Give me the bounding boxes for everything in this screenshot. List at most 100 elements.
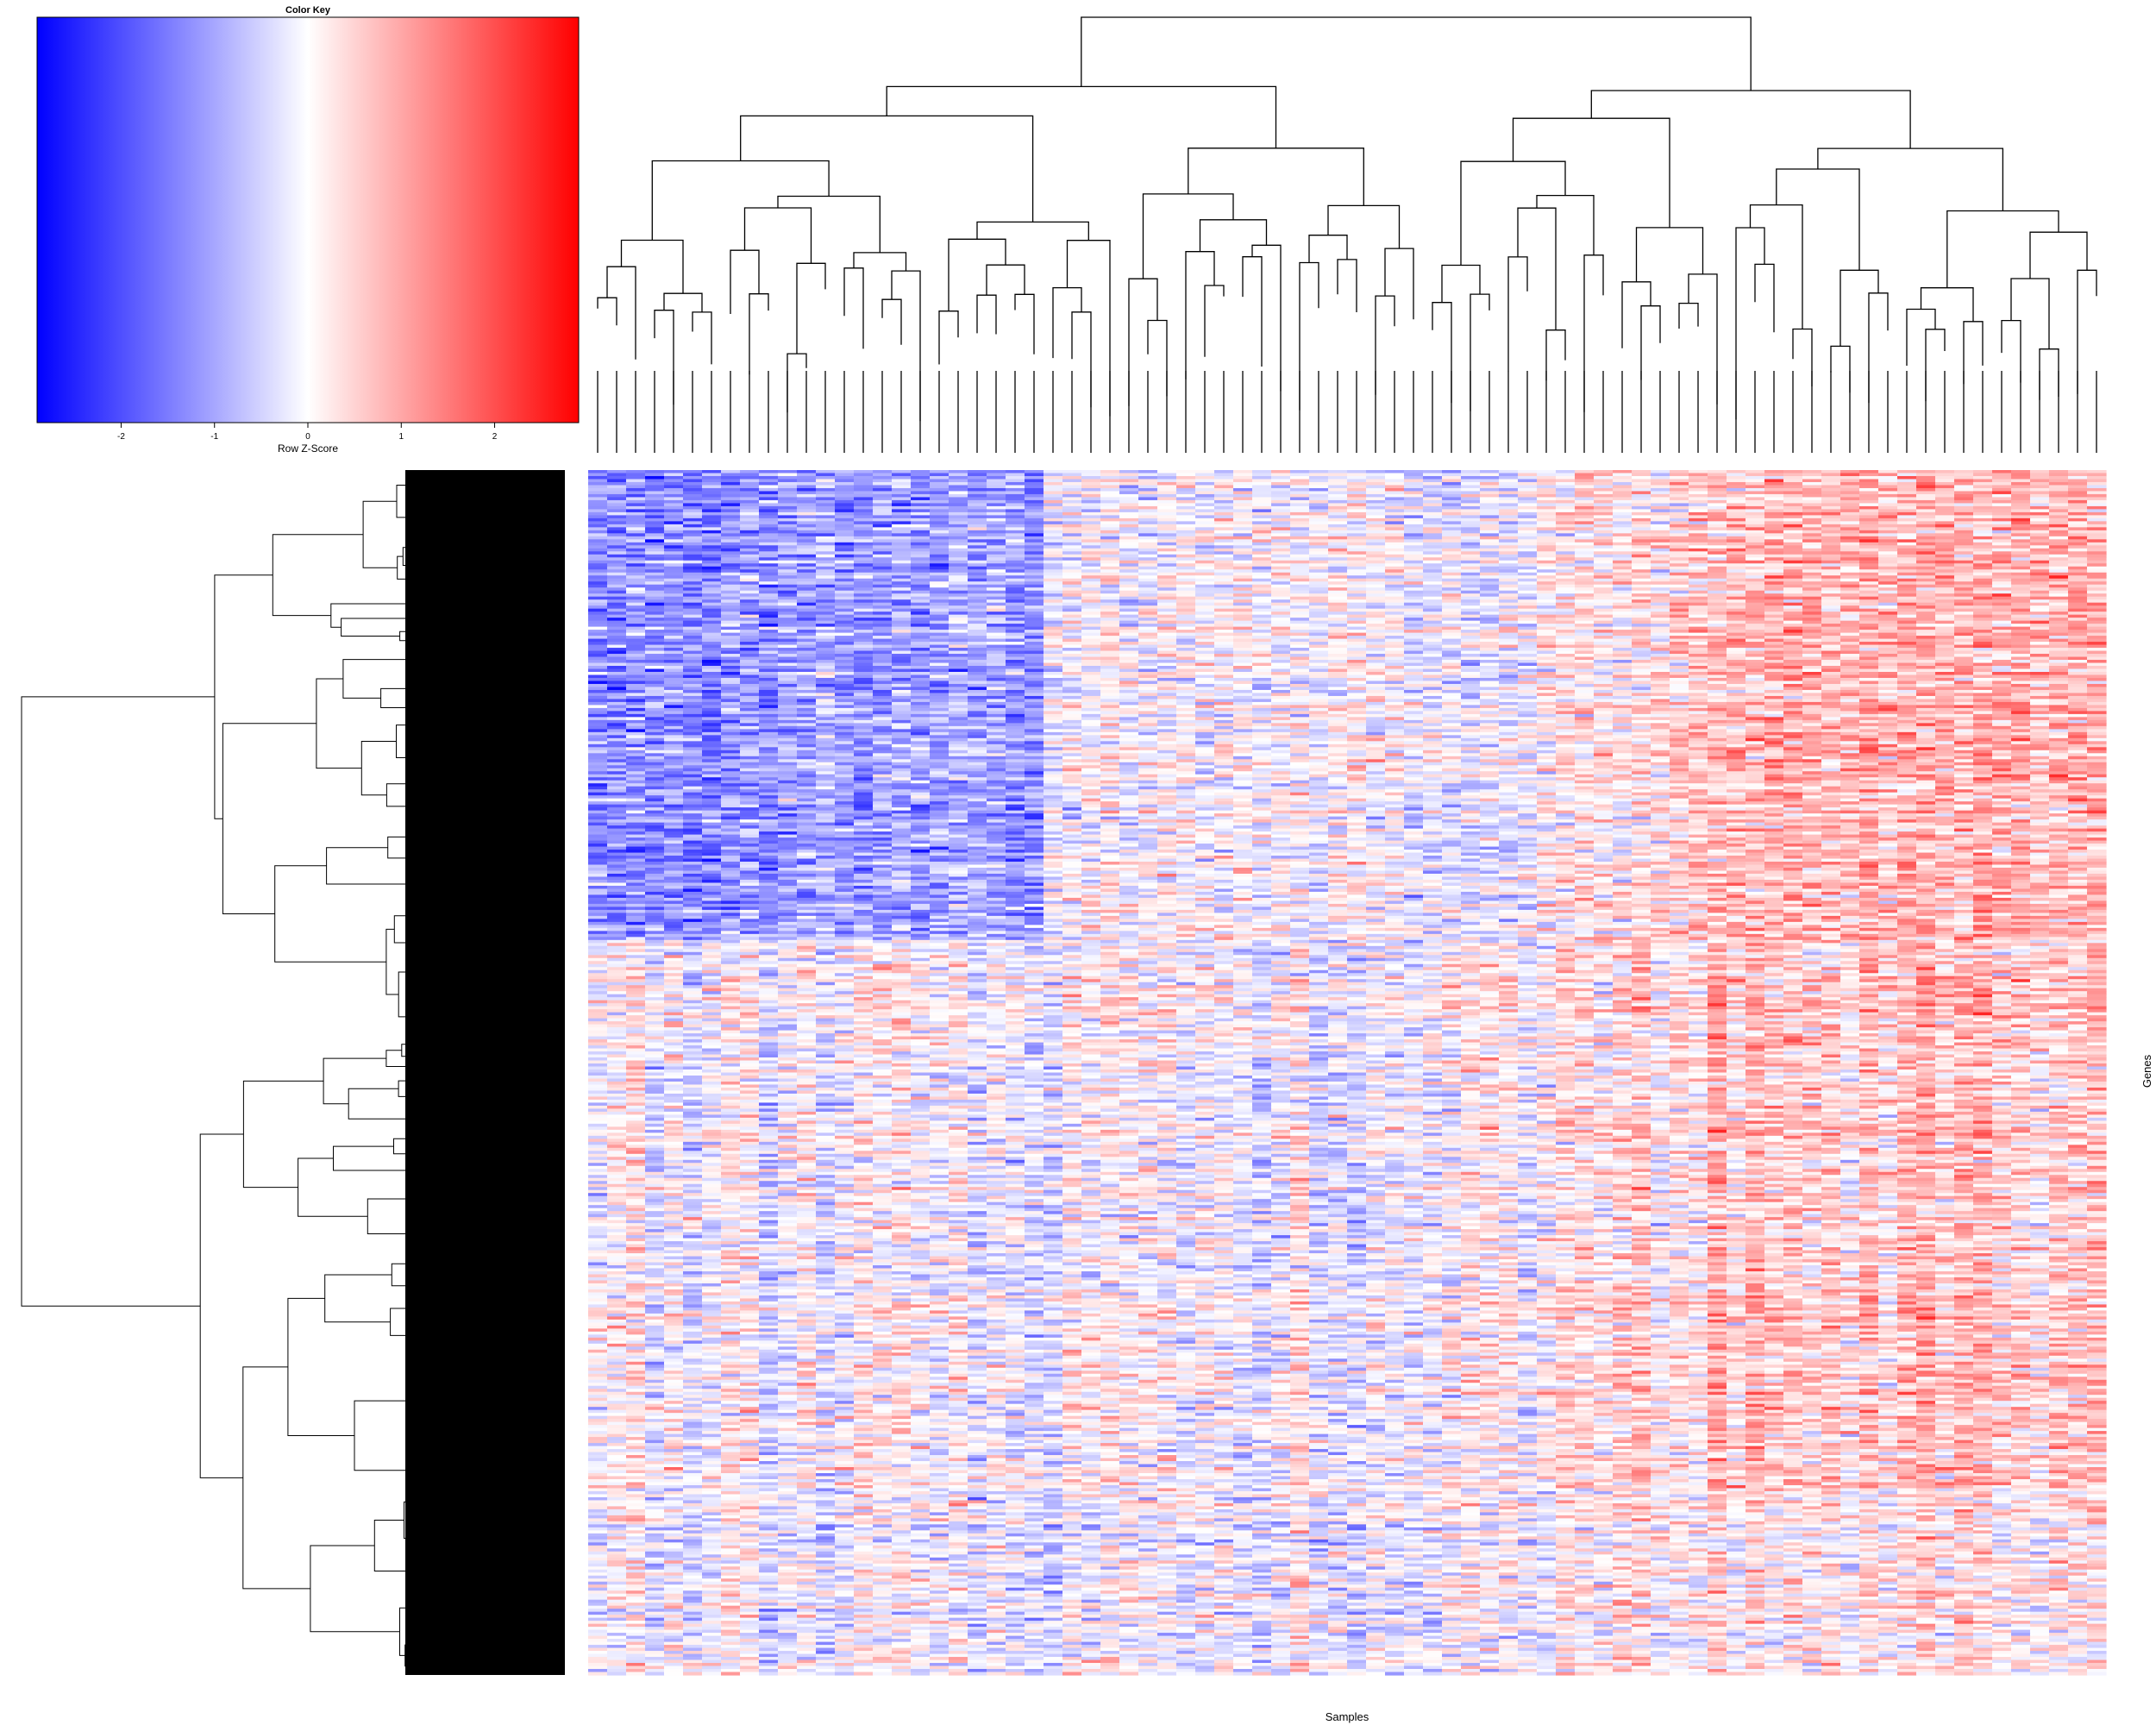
heatmap-cell (835, 626, 855, 630)
heatmap-cell (1992, 569, 2012, 574)
heatmap-cell (778, 548, 798, 552)
heatmap-cell (1157, 548, 1177, 552)
heatmap-cell (1745, 511, 1765, 516)
heatmap-cell (2049, 630, 2069, 634)
heatmap-cell (1575, 560, 1595, 564)
heatmap-cell (1385, 533, 1405, 537)
heatmap-cell (1214, 572, 1234, 576)
heatmap-cell (1992, 487, 2012, 492)
heatmap-cell (1992, 557, 2012, 561)
heatmap-cell (778, 511, 798, 516)
heatmap-cell (759, 497, 779, 501)
heatmap-cell (2068, 548, 2088, 552)
heatmap-cell (1745, 632, 1765, 637)
heatmap-cell (607, 481, 627, 486)
heatmap-cell (1783, 493, 1803, 499)
heatmap-cell (664, 593, 684, 598)
heatmap-cell (1385, 481, 1405, 486)
heatmap-cell (1423, 491, 1443, 495)
heatmap-cell (835, 596, 855, 600)
heatmap-cell (930, 563, 950, 568)
heatmap-cell (1783, 632, 1803, 637)
heatmap-cell (1727, 530, 1746, 534)
heatmap-cell (1727, 493, 1746, 499)
heatmap-cell (1442, 481, 1462, 486)
heatmap-cell (1195, 575, 1215, 580)
heatmap-cell (1081, 505, 1101, 510)
heatmap-cell (1708, 511, 1727, 516)
heatmap-cell (835, 479, 855, 483)
heatmap-cell (1214, 590, 1234, 594)
heatmap-cell (1328, 473, 1348, 477)
heatmap-cell (1025, 566, 1044, 570)
heatmap-cell (1878, 566, 1898, 570)
heatmap-cell (588, 497, 608, 501)
heatmap-cell (968, 473, 987, 477)
heatmap-cell (1954, 475, 1974, 480)
heatmap-cell (1044, 511, 1063, 516)
heatmap-cell (873, 599, 893, 604)
heatmap-cell (1195, 493, 1215, 499)
heatmap-cell (892, 581, 912, 586)
heatmap-cell (930, 509, 950, 513)
heatmap-cell (721, 608, 741, 612)
heatmap-cell (1480, 509, 1500, 513)
row-dendrogram-branch (385, 928, 399, 995)
heatmap-cell (1916, 493, 1936, 499)
heatmap-cell (1764, 499, 1784, 505)
heatmap-cell (835, 575, 855, 580)
heatmap-cell (1157, 575, 1177, 580)
heatmap-cell (2068, 605, 2088, 610)
column-dendrogram-branch (1052, 286, 1082, 359)
column-dendrogram-branch (2010, 278, 2050, 349)
heatmap-cell (911, 475, 931, 480)
heatmap-cell (1157, 491, 1177, 495)
heatmap-cell (1708, 632, 1727, 637)
heatmap-cell (1916, 545, 1936, 549)
heatmap-cell (1840, 575, 1860, 580)
heatmap-cell (1537, 626, 1557, 630)
heatmap-cell (1025, 608, 1044, 612)
heatmap-cell (1081, 545, 1101, 549)
heatmap-cell (1992, 620, 2012, 624)
heatmap-cell (664, 542, 684, 546)
heatmap-cell (1518, 475, 1538, 480)
heatmap-cell (1025, 545, 1044, 549)
heatmap-cell (1138, 548, 1158, 552)
heatmap-cell (1119, 539, 1139, 543)
heatmap-cell (911, 620, 931, 624)
heatmap-cell (1708, 599, 1727, 604)
heatmap-cell (1708, 505, 1727, 510)
heatmap-cell (1062, 539, 1082, 543)
heatmap-cell (1081, 527, 1101, 531)
heatmap-cell (1025, 539, 1044, 543)
heatmap-cell (1423, 560, 1443, 564)
heatmap-cell (873, 481, 893, 486)
heatmap-cell (1575, 511, 1595, 516)
heatmap-cell (1897, 536, 1917, 540)
heatmap-cell (1157, 551, 1177, 555)
heatmap-cell (588, 499, 608, 505)
heatmap-cell (2030, 630, 2050, 634)
heatmap-cell (1062, 527, 1082, 531)
heatmap-cell (1233, 505, 1253, 510)
heatmap-cell (1613, 511, 1633, 516)
heatmap-cell (1878, 560, 1898, 564)
heatmap-cell (1575, 605, 1595, 610)
heatmap-cell (1442, 624, 1462, 628)
heatmap-cell (1044, 536, 1063, 540)
heatmap-cell (1499, 605, 1519, 610)
heatmap-cell (740, 542, 760, 546)
heatmap-cell (1081, 491, 1101, 495)
heatmap-cell (1594, 473, 1614, 477)
heatmap-cell (1821, 596, 1841, 600)
heatmap-cell (1195, 572, 1215, 576)
heatmap-cell (911, 545, 931, 549)
heatmap-cell (1575, 518, 1595, 522)
heatmap-cell (1821, 626, 1841, 630)
heatmap-cell (1347, 581, 1367, 586)
heatmap-cell (1290, 503, 1310, 507)
heatmap-cell (1100, 618, 1120, 622)
heatmap-cell (1783, 566, 1803, 570)
heatmap-cell (873, 470, 893, 474)
